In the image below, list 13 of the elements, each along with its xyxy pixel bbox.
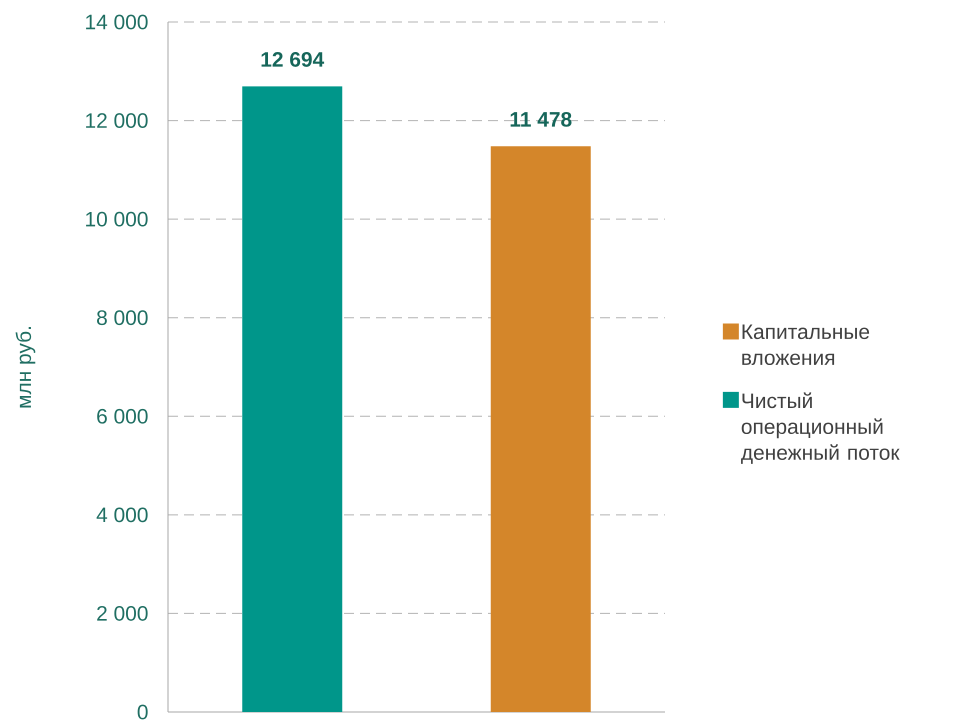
data-label: 11 478 <box>510 112 572 127</box>
y-tick-label: 2 000 <box>97 606 148 621</box>
y-tick-label: 10 000 <box>86 212 148 227</box>
y-tick-label: 6 000 <box>97 409 148 424</box>
data-label: 12 694 <box>262 52 324 67</box>
y-tick-label: 0 <box>138 704 148 720</box>
y-tick-label: 14 000 <box>86 14 148 30</box>
y-tick-label: 8 000 <box>97 310 148 326</box>
legend-label: Чистый операционный денежный поток <box>741 392 900 464</box>
legend-label: Капитальные вложения <box>742 324 870 366</box>
y-axis-title: млн руб. <box>16 327 36 408</box>
y-tick-label: 4 000 <box>96 508 148 522</box>
y-tick-label: 12 000 <box>86 113 148 128</box>
